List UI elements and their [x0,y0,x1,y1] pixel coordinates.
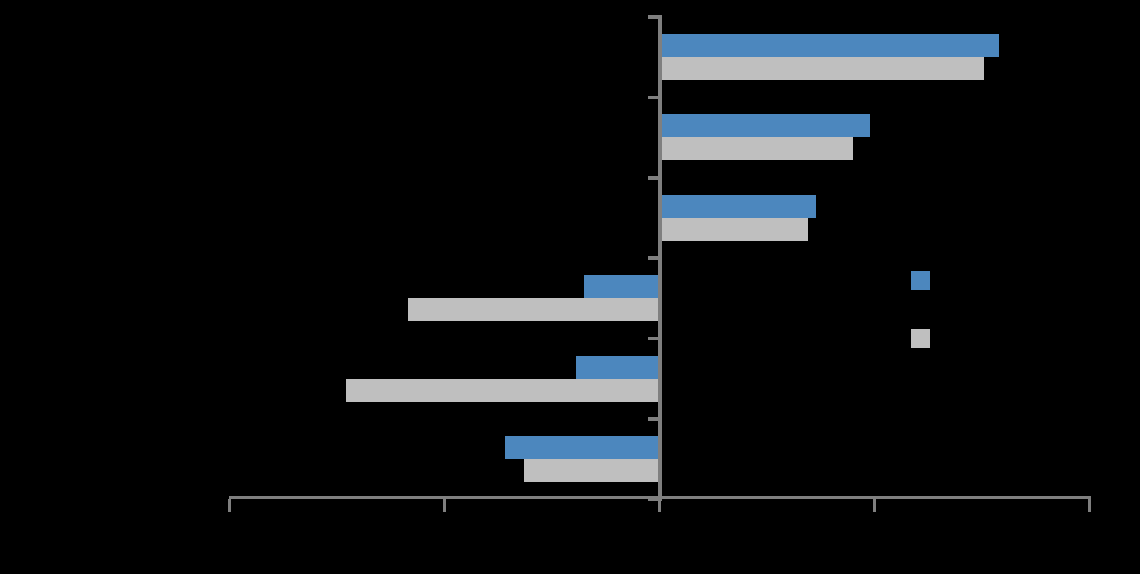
x-axis-tick [1087,499,1092,512]
legend-swatch-series-blue [911,271,930,290]
bar-blue-category-2 [659,114,871,138]
y-axis-tick [647,176,662,180]
x-axis-line [229,495,1091,499]
bar-blue-category-3 [659,194,817,218]
y-axis-line [658,17,662,499]
y-axis-tick [647,15,662,19]
legend-swatch-series-gray [911,329,930,348]
bar-blue-category-1 [659,34,1000,57]
y-axis-tick [647,336,662,341]
bar-gray-category-3 [659,217,808,241]
x-axis-tick [442,499,447,512]
y-axis-tick [647,417,662,421]
x-axis-tick [872,499,877,512]
bar-gray-category-5 [345,378,660,402]
bar-blue-category-5 [575,355,660,379]
x-axis-tick [227,499,232,512]
bar-gray-category-6 [524,459,660,482]
y-axis-tick [647,497,662,502]
bar-blue-category-6 [504,436,660,459]
bar-gray-category-1 [659,57,985,80]
x-axis-tick [657,499,662,512]
y-axis-tick [647,95,662,100]
bar-blue-category-4 [584,275,660,299]
y-axis-tick [647,256,662,260]
bar-gray-category-2 [659,137,853,161]
bar-gray-category-4 [407,298,660,322]
